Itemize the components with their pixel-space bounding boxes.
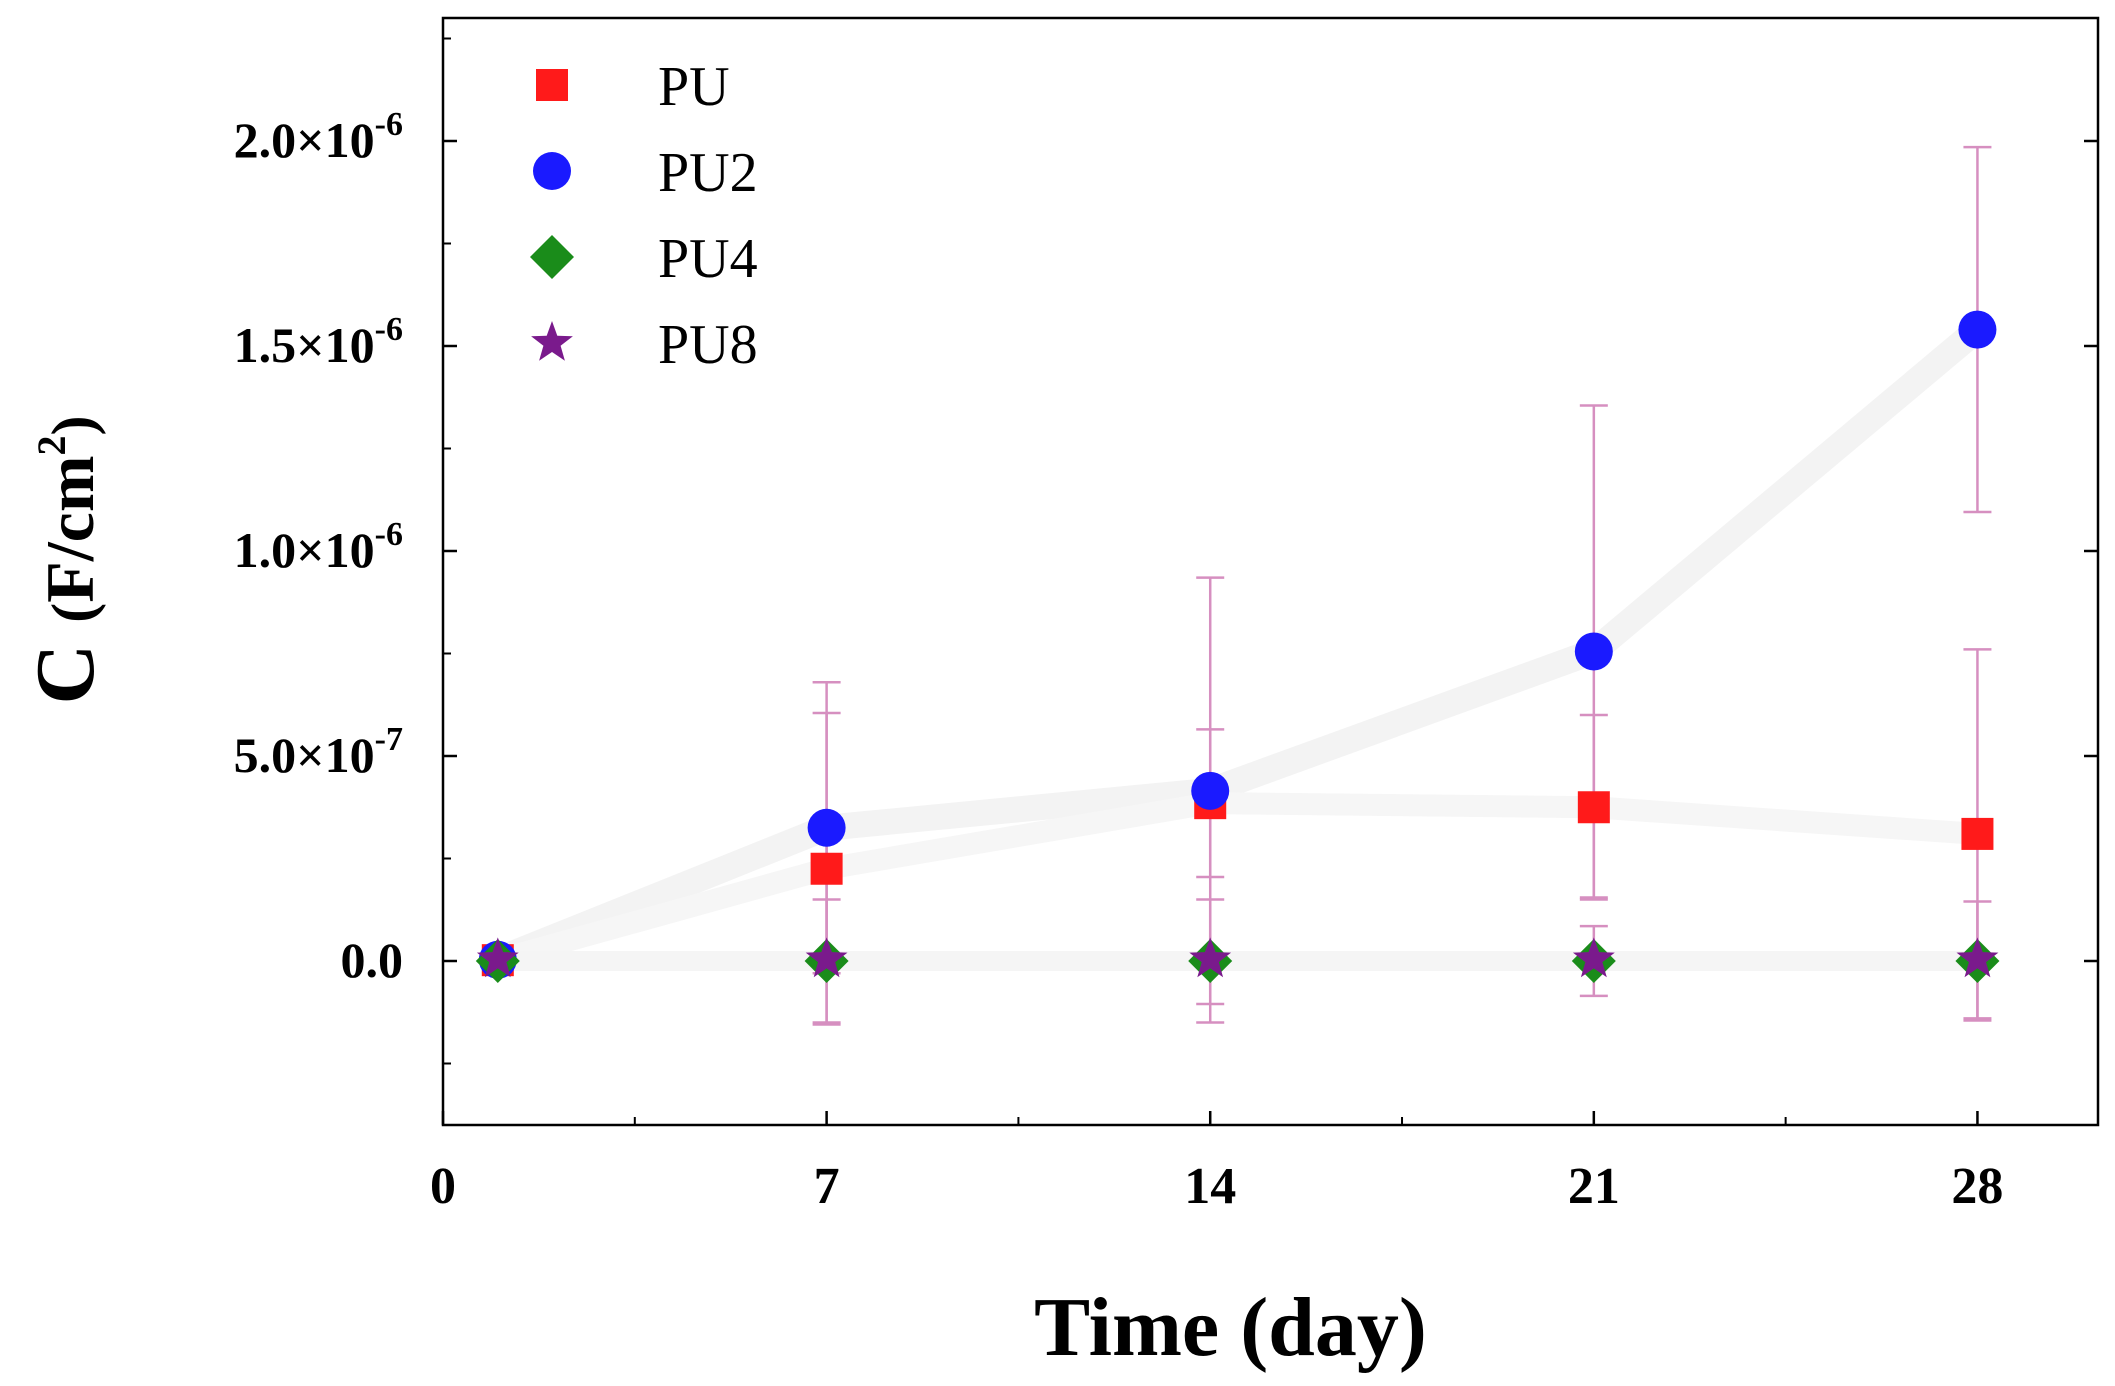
legend-item-pu: PU xyxy=(536,56,730,118)
x-axis-title: Time (day) xyxy=(1034,1281,1427,1374)
x-tick-label: 0 xyxy=(430,1158,456,1215)
trend-band-pu2 xyxy=(484,316,1991,973)
legend-marker-pu4 xyxy=(530,235,574,279)
error-bars xyxy=(812,145,1992,1026)
legend-item-pu2: PU2 xyxy=(533,142,758,204)
pu8-point xyxy=(1572,937,1615,978)
pu2-point xyxy=(1191,771,1230,810)
pu8-point xyxy=(1189,937,1232,978)
pu2-point xyxy=(807,808,846,847)
x-tick-label: 7 xyxy=(814,1158,840,1215)
data-markers xyxy=(475,310,2000,983)
legend-label: PU4 xyxy=(658,228,758,290)
legend-item-pu4: PU4 xyxy=(530,228,758,290)
pu8-point xyxy=(805,937,848,978)
x-tick-label: 14 xyxy=(1184,1158,1236,1215)
x-tick-label: 28 xyxy=(1951,1158,2003,1215)
y-tick-label: 5.0×10-7 xyxy=(234,721,403,783)
y-tick-label: 2.0×10-6 xyxy=(234,106,403,168)
legend-label: PU2 xyxy=(658,142,758,204)
pu2-point xyxy=(1574,632,1613,671)
legend-marker-pu2 xyxy=(533,152,571,190)
legend-marker-pu xyxy=(536,69,568,101)
plot-frame xyxy=(441,16,2100,1127)
legend-item-pu8: PU8 xyxy=(531,314,758,376)
pu-point xyxy=(1961,817,1994,850)
y-tick-label: 1.5×10-6 xyxy=(234,311,403,373)
y-tick-label: 1.0×10-6 xyxy=(234,516,403,578)
legend-marker-pu8 xyxy=(531,321,573,361)
pu-point xyxy=(810,852,843,885)
pu-point xyxy=(1577,791,1610,824)
legend-label: PU8 xyxy=(658,314,758,376)
pu8-point xyxy=(476,937,519,978)
y-tick-label: 0.0 xyxy=(341,932,404,988)
y-axis-title: C (F/cm2) xyxy=(19,416,112,705)
axis-labels: 0.0 5.0×10-7 1.0×10-6 1.5×10-6 2.0×10-6 0 7 14 2… xyxy=(19,106,2003,1374)
legend-label: PU xyxy=(658,56,730,118)
pu2-point xyxy=(1958,310,1997,349)
legend: PU PU2 PU4 PU8 xyxy=(530,56,758,376)
pu8-point xyxy=(1956,937,1999,978)
x-tick-label: 21 xyxy=(1568,1158,1620,1215)
